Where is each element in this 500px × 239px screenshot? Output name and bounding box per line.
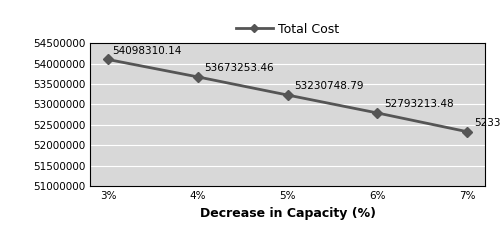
Total Cost bbox=[105, 58, 111, 61]
Text: 53230748.79: 53230748.79 bbox=[294, 81, 364, 92]
Text: 53673253.46: 53673253.46 bbox=[204, 63, 274, 73]
Text: 54098310.14: 54098310.14 bbox=[112, 46, 182, 56]
Total Cost bbox=[464, 130, 470, 133]
X-axis label: Decrease in Capacity (%): Decrease in Capacity (%) bbox=[200, 207, 376, 220]
Total Cost bbox=[374, 112, 380, 114]
Text: 52793213.48: 52793213.48 bbox=[384, 99, 454, 109]
Total Cost bbox=[194, 76, 200, 78]
Legend: Total Cost: Total Cost bbox=[230, 18, 344, 41]
Line: Total Cost: Total Cost bbox=[104, 56, 470, 135]
Total Cost bbox=[284, 94, 290, 97]
Text: 52336182.18: 52336182.18 bbox=[474, 118, 500, 128]
